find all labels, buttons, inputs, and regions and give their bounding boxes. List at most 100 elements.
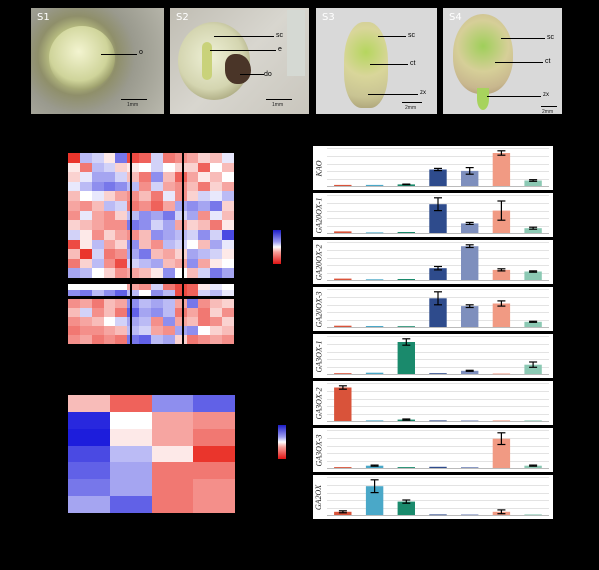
heatmap-cell bbox=[139, 220, 152, 231]
chart-title: GA3OX-1 bbox=[313, 334, 325, 378]
annotation-do: do bbox=[264, 71, 272, 78]
heatmap-cell bbox=[115, 181, 128, 192]
bar-chart-panel: GA3OX-1 bbox=[313, 334, 553, 378]
heatmap-cell bbox=[210, 229, 223, 240]
heatmap-cell bbox=[222, 191, 235, 202]
bar bbox=[365, 326, 384, 327]
heatmap-cell bbox=[79, 220, 92, 231]
chart-plot-area bbox=[327, 195, 549, 235]
heatmap-cell bbox=[127, 326, 140, 335]
heatmap-cell bbox=[222, 181, 235, 192]
heatmap-cell bbox=[139, 181, 152, 192]
heatmap-cell bbox=[222, 335, 235, 344]
chart-title-text: KAO bbox=[314, 160, 324, 176]
bar bbox=[334, 467, 352, 468]
heatmap-cell bbox=[198, 249, 211, 260]
chart-plot-area bbox=[327, 477, 549, 517]
heatmap-cell bbox=[79, 317, 92, 326]
heatmap-cell bbox=[109, 479, 152, 497]
heatmap-cell bbox=[151, 220, 163, 231]
bar bbox=[492, 153, 511, 186]
heatmap-cell bbox=[210, 284, 223, 290]
bar bbox=[429, 514, 447, 516]
heatmap-cell bbox=[127, 308, 140, 317]
heatmap-cell bbox=[139, 239, 152, 250]
scale-text: 2mm bbox=[542, 109, 554, 115]
heatmap-cell bbox=[91, 335, 104, 344]
heatmap-cell bbox=[174, 201, 187, 212]
heatmap-cell bbox=[127, 153, 140, 163]
heatmap-cell bbox=[109, 411, 152, 429]
heatmap-cell bbox=[198, 229, 211, 240]
bar-chart-svg bbox=[327, 477, 549, 517]
heatmap-cell bbox=[186, 229, 199, 240]
heatmap-cell bbox=[210, 153, 223, 163]
heatmap-cell bbox=[222, 220, 235, 231]
heatmap-cell bbox=[151, 289, 163, 296]
heatmap-cell bbox=[162, 249, 175, 260]
heatmap-cell bbox=[139, 258, 152, 269]
heatmap-top bbox=[68, 153, 235, 279]
bar bbox=[334, 278, 352, 280]
heatmap-cell bbox=[162, 289, 175, 296]
heatmap-cell bbox=[79, 268, 92, 279]
scale-bar bbox=[402, 102, 422, 103]
heatmap-cell bbox=[186, 239, 199, 250]
heatmap-cell bbox=[79, 162, 92, 173]
bar bbox=[429, 268, 447, 280]
heatmap-cell bbox=[127, 172, 140, 183]
leader-line bbox=[370, 64, 408, 65]
leader-line bbox=[378, 36, 406, 37]
bar bbox=[461, 370, 479, 374]
heatmap-cell bbox=[198, 181, 211, 192]
heatmap-cell bbox=[222, 239, 235, 250]
heatmap-cell bbox=[222, 258, 235, 269]
heatmap-cell bbox=[103, 289, 116, 296]
bar bbox=[492, 210, 511, 233]
bar bbox=[397, 326, 415, 327]
heatmap-cell bbox=[103, 191, 116, 202]
heatmap-cell bbox=[186, 326, 199, 335]
heatmap-cell bbox=[151, 191, 163, 202]
heatmap-cell bbox=[79, 181, 92, 192]
heatmap-cell bbox=[103, 181, 116, 192]
heatmap-cell bbox=[79, 289, 92, 296]
heatmap-cell bbox=[174, 210, 187, 221]
heatmap-cell bbox=[151, 181, 163, 192]
bar bbox=[334, 373, 352, 374]
heatmap-cell bbox=[68, 258, 80, 269]
heatmap-cell bbox=[151, 317, 163, 326]
heatmap-cell bbox=[115, 249, 128, 260]
chart-plot-area bbox=[327, 430, 549, 470]
heatmap-cell bbox=[103, 153, 116, 163]
heatmap-cell bbox=[79, 308, 92, 317]
heatmap-cell bbox=[186, 299, 199, 308]
heatmap-cell bbox=[115, 268, 128, 279]
bar bbox=[461, 306, 479, 327]
heatmap-cell bbox=[210, 210, 223, 221]
photo-panel-s4: S4 sc ct zx 2mm bbox=[443, 8, 562, 115]
heatmap-cell bbox=[115, 299, 128, 308]
heatmap-cell bbox=[103, 210, 116, 221]
heatmap-cell bbox=[151, 268, 163, 279]
scale-text: 1mm bbox=[272, 102, 284, 108]
heatmap-cell bbox=[198, 162, 211, 173]
heatmap-cell bbox=[91, 326, 104, 335]
bar bbox=[524, 271, 542, 280]
heatmap-cell bbox=[115, 317, 128, 326]
heatmap-cell bbox=[91, 201, 104, 212]
heatmap-cell bbox=[193, 445, 236, 463]
heatmap-cell bbox=[68, 395, 110, 412]
heatmap-cell bbox=[109, 496, 152, 514]
heatmap-cell bbox=[186, 308, 199, 317]
bar bbox=[492, 420, 511, 422]
heatmap-cell bbox=[115, 201, 128, 212]
heatmap-cell bbox=[127, 220, 140, 231]
heatmap-cell bbox=[210, 201, 223, 212]
heatmap-cell bbox=[222, 284, 235, 290]
heatmap-cell bbox=[210, 326, 223, 335]
bar-chart-panel: KAO bbox=[313, 146, 553, 190]
heatmap-cell bbox=[103, 201, 116, 212]
annotation-ct: ct bbox=[545, 58, 551, 65]
heatmap-divider bbox=[130, 153, 132, 344]
